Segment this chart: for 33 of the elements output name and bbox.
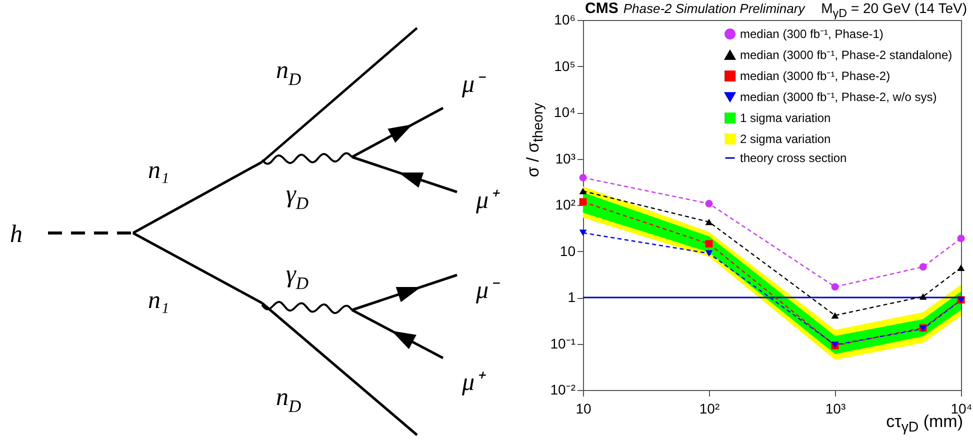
x-tick-label: 10³: [825, 400, 846, 416]
x-tick-label: 10²: [699, 400, 720, 416]
legend-label: median (3000 fb⁻¹, Phase-2, w/o sys): [740, 90, 937, 104]
text: μ⁻: [461, 71, 487, 98]
text: n$_{D}$: [276, 57, 302, 89]
chart-title: CMS: [585, 0, 618, 17]
text: n$_{D}$: [276, 384, 302, 416]
chart-subtitle: Phase-2 Simulation Preliminary: [623, 1, 805, 16]
y-tick-label: 10⁴: [554, 104, 576, 120]
y-tick-label: 10⁻²: [550, 382, 576, 398]
y-tick-label: 10: [560, 242, 576, 259]
legend-label: 2 sigma variation: [740, 132, 831, 146]
y-tick-label: 10²: [555, 196, 576, 212]
legend-label: median (3000 fb⁻¹, Phase-2 standalone): [740, 48, 952, 62]
text: μ⁻: [475, 277, 501, 304]
y-tick-label: 10⁻¹: [550, 335, 576, 352]
y-tick-label: 1: [568, 289, 576, 305]
y-tick-label: 10⁶: [554, 12, 576, 28]
text: M$_{γD}$ = 20 GeV (14 TeV): [821, 0, 967, 20]
text: μ⁺: [461, 369, 487, 396]
legend-label: 1 sigma variation: [740, 111, 831, 125]
text: γ$_{D}$: [286, 181, 309, 213]
legend-label: theory cross section: [740, 151, 847, 165]
legend-label: median (300 fb⁻¹, Phase-1): [740, 27, 884, 41]
y-tick-label: 10³: [555, 150, 576, 166]
text: μ⁺: [475, 187, 501, 214]
legend-label: median (3000 fb⁻¹, Phase-2): [740, 69, 890, 83]
x-tick-label: 10: [576, 400, 592, 416]
text: n₁: [148, 157, 170, 184]
text: h: [10, 221, 22, 248]
text: n₁: [148, 287, 170, 314]
text: γ$_{D}$: [286, 261, 309, 293]
y-tick-label: 10⁵: [554, 58, 576, 74]
